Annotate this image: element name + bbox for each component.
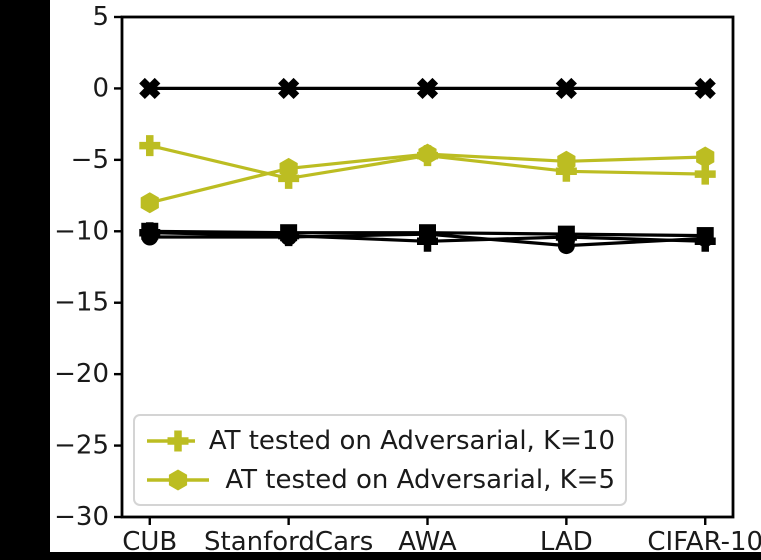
hexagon-marker	[557, 150, 576, 172]
hexagon-marker	[279, 157, 298, 179]
x-marker	[278, 77, 300, 100]
legend-hexagon-marker-icon	[147, 469, 209, 490]
hexagon-marker	[418, 143, 437, 165]
plus-marker	[417, 230, 438, 252]
y-tick-label: −15	[54, 288, 109, 318]
plus-marker	[139, 135, 161, 157]
y-tick-label: −25	[54, 431, 109, 461]
chart-legend: AT tested on Adversarial, K=10 AT tested…	[133, 414, 627, 506]
plus-marker	[694, 230, 716, 252]
y-tick-label: 5	[92, 2, 109, 32]
legend-item-k10: AT tested on Adversarial, K=10	[143, 421, 615, 460]
plus-marker	[167, 430, 189, 451]
y-tick-label: −5	[71, 145, 109, 175]
letterbox-left-band	[0, 0, 50, 560]
plus-marker	[139, 222, 161, 244]
x-marker	[416, 77, 439, 100]
x-marker	[139, 77, 161, 100]
y-tick-label: −20	[54, 359, 109, 389]
hexagon-marker	[168, 469, 188, 490]
legend-label-k10: AT tested on Adversarial, K=10	[208, 425, 615, 456]
letterbox-bottom-band	[0, 552, 761, 560]
y-tick-label: −10	[54, 216, 109, 246]
hexagon-marker	[696, 146, 715, 168]
x-marker	[555, 77, 577, 100]
y-tick-label: 0	[92, 73, 109, 103]
x-marker	[694, 77, 716, 100]
y-tick-label: −30	[54, 502, 109, 532]
legend-item-k5: AT tested on Adversarial, K=5	[143, 460, 615, 499]
hexagon-marker	[140, 192, 159, 214]
plus-marker	[278, 225, 300, 247]
plus-marker	[694, 163, 716, 185]
plus-marker	[555, 226, 577, 248]
legend-label-k5: AT tested on Adversarial, K=5	[225, 464, 615, 495]
legend-plus-marker-icon	[147, 430, 195, 451]
